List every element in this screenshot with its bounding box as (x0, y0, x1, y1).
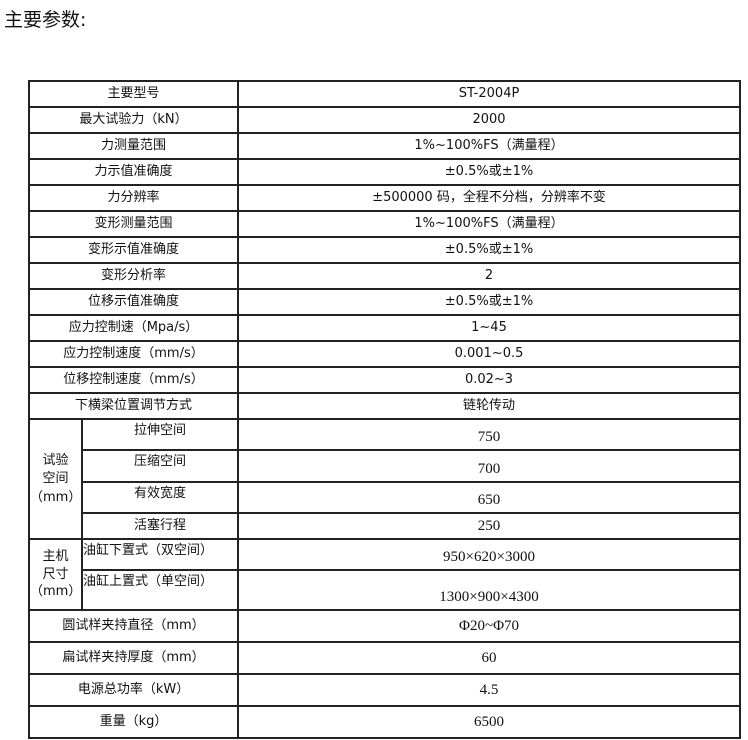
param-label: 重量（kg） (27, 705, 240, 739)
group-label-line: （mm） (30, 489, 82, 505)
param-value: 60 (237, 641, 741, 675)
param-label: 拉伸空间 (80, 418, 240, 451)
group-label-line: （mm） (30, 584, 82, 600)
table-row: 变形测量范围 1%~100%FS（满量程） (27, 210, 741, 238)
param-value: 950×620×3000 (237, 538, 741, 571)
param-label: 主要型号 (27, 80, 240, 108)
param-value: ±0.5%或±1% (237, 288, 741, 316)
spec-table: 主要型号 ST-2004P 最大试验力（kN） 2000 力测量范围 1%~10… (27, 80, 741, 739)
group-label-line: 尺寸 (42, 566, 69, 582)
table-row: 重量（kg） 6500 (27, 705, 741, 739)
table-row: 压缩空间 700 (29, 449, 741, 483)
param-label: 位移示值准确度 (27, 288, 240, 316)
param-value: 0.02~3 (237, 366, 741, 394)
table-row: 圆试样夹持直径（mm） Φ20~Φ70 (27, 609, 741, 643)
param-value: 1300×900×4300 (237, 569, 741, 611)
param-label: 应力控制速度（mm/s） (27, 340, 240, 368)
param-value: 750 (237, 418, 741, 451)
table-row: 位移示值准确度 ±0.5%或±1% (27, 288, 741, 316)
table-row: 力分辨率 ±500000 码，全程不分档，分辨率不变 (27, 184, 741, 212)
table-row: 试验空间 （mm） 拉伸空间 750 (28, 418, 741, 540)
param-value: 700 (237, 449, 741, 483)
table-row: 主要型号 ST-2004P (27, 80, 741, 108)
table-row: 活塞行程 250 (29, 512, 741, 540)
param-label: 压缩空间 (80, 449, 240, 483)
param-value: 4.5 (237, 673, 741, 707)
table-row: 力测量范围 1%~100%FS（满量程） (27, 132, 741, 160)
param-label: 扁试样夹持厚度（mm） (27, 641, 240, 675)
param-label: 最大试验力（kN） (27, 106, 240, 134)
table-row: 主机 尺寸 （mm） 油缸下置式（双空间） 950×620×3000 (28, 538, 741, 611)
param-value: ±0.5%或±1% (237, 236, 741, 264)
param-value: 1%~100%FS（满量程） (237, 210, 741, 238)
param-label: 油缸上置式（单空间） (80, 569, 240, 611)
param-label: 位移控制速度（mm/s） (27, 366, 240, 394)
group-label-line: 主机 (42, 549, 69, 565)
group-label-line: 试验 (42, 452, 69, 468)
table-row: 有效宽度 650 (29, 481, 741, 514)
param-value: 6500 (237, 705, 741, 739)
param-value: Φ20~Φ70 (237, 609, 741, 643)
param-label: 力分辨率 (27, 184, 240, 212)
table-row: 下横梁位置调节方式 链轮传动 (27, 392, 741, 420)
param-value: 1%~100%FS（满量程） (237, 132, 741, 160)
param-value: 0.001~0.5 (237, 340, 741, 368)
param-label: 圆试样夹持直径（mm） (27, 609, 240, 643)
param-value: 2 (237, 262, 741, 290)
param-label: 力示值准确度 (27, 158, 240, 186)
param-value: 650 (237, 481, 741, 514)
param-label: 油缸下置式（双空间） (80, 538, 240, 571)
table-row: 应力控制速度（mm/s） 0.001~0.5 (27, 340, 741, 368)
test-space-group-label: 试验空间 （mm） (28, 418, 83, 540)
host-size-group-label: 主机 尺寸 （mm） (28, 538, 83, 611)
param-label: 下横梁位置调节方式 (27, 392, 240, 420)
param-label: 变形示值准确度 (27, 236, 240, 264)
section-title: 主要参数: (4, 9, 87, 31)
table-row: 最大试验力（kN） 2000 (27, 106, 741, 134)
param-label: 力测量范围 (27, 132, 240, 160)
table-row: 扁试样夹持厚度（mm） 60 (27, 641, 741, 675)
table-row: 变形示值准确度 ±0.5%或±1% (27, 236, 741, 264)
param-label: 活塞行程 (80, 512, 240, 540)
table-row: 电源总功率（kW） 4.5 (27, 673, 741, 707)
param-value: 链轮传动 (237, 392, 741, 420)
table-row: 应力控制速（Mpa/s） 1~45 (27, 314, 741, 342)
param-value: ST-2004P (237, 80, 741, 108)
group-label-line: 空间 (42, 471, 69, 487)
param-label: 变形测量范围 (27, 210, 240, 238)
param-label: 应力控制速（Mpa/s） (27, 314, 240, 342)
table-row: 力示值准确度 ±0.5%或±1% (27, 158, 741, 186)
param-label: 有效宽度 (80, 481, 240, 514)
table-row: 位移控制速度（mm/s） 0.02~3 (27, 366, 741, 394)
table-row: 油缸上置式（单空间） 1300×900×4300 (29, 569, 741, 611)
param-value: 250 (237, 512, 741, 540)
param-label: 电源总功率（kW） (27, 673, 240, 707)
table-row: 变形分析率 2 (27, 262, 741, 290)
param-label: 变形分析率 (27, 262, 240, 290)
param-value: ±500000 码，全程不分档，分辨率不变 (237, 184, 741, 212)
param-value: ±0.5%或±1% (237, 158, 741, 186)
param-value: 2000 (237, 106, 741, 134)
param-value: 1~45 (237, 314, 741, 342)
